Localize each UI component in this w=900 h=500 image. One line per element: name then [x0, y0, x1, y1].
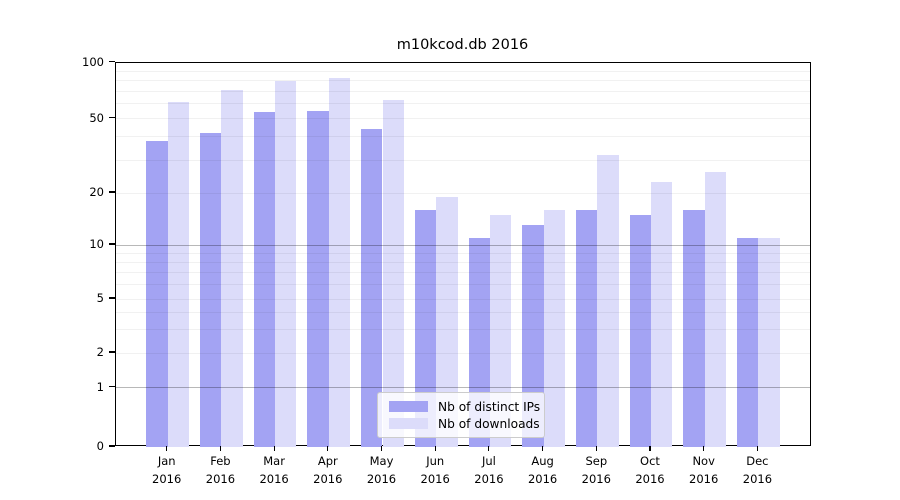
gridline-minor-8 — [115, 261, 810, 263]
gridline-minor-80 — [115, 80, 810, 82]
gridline-minor-60 — [115, 103, 810, 105]
bar-distinct-ips-nov — [683, 209, 705, 447]
bar-downloads-dec — [758, 237, 780, 447]
bar-distinct-ips-feb — [200, 132, 222, 447]
bar-downloads-oct — [651, 181, 673, 447]
x-tick-mark-dec — [756, 446, 758, 451]
x-tick-label-nov: Nov 2016 — [689, 454, 719, 486]
y-tick-label-1: 1 — [96, 379, 104, 394]
gridline-minor-20 — [115, 192, 810, 194]
x-tick-label-may: May 2016 — [366, 454, 397, 486]
gridlines-layer — [115, 63, 810, 446]
bar-downloads-jan — [167, 102, 190, 447]
gridline-minor-50 — [115, 118, 810, 119]
bar-distinct-ips-oct — [629, 214, 651, 447]
bar-downloads-apr — [328, 77, 351, 447]
chart-title: m10kcod.db 2016 — [396, 37, 529, 53]
gridline-minor-70 — [115, 90, 810, 92]
bar-distinct-ips-sep — [575, 209, 598, 447]
x-tick-mark-may — [380, 446, 383, 451]
legend-label-distinct-ips: Nb of distinct IPs — [438, 399, 541, 414]
bar-downloads-feb — [221, 90, 243, 447]
gridline-minor-7 — [115, 272, 810, 274]
plot-area — [114, 61, 811, 447]
bar-downloads-nov — [704, 171, 727, 447]
gridline-minor-90 — [115, 70, 810, 72]
bar-downloads-mar — [275, 80, 297, 447]
x-tick-mark-sep — [595, 446, 597, 451]
x-tick-label-oct: Oct 2016 — [635, 454, 665, 486]
x-tick-mark-jul — [488, 446, 490, 451]
x-tick-label-jan: Jan 2016 — [152, 454, 182, 486]
bar-downloads-sep — [597, 154, 619, 447]
legend-entry-distinct-ips: Nb of distinct IPs — [389, 399, 540, 415]
legend: Nb of distinct IPs Nb of downloads — [377, 391, 545, 438]
x-tick-mark-feb — [219, 446, 221, 451]
legend-swatch-distinct-ips — [389, 401, 428, 412]
y-tick-mark-100 — [109, 60, 115, 63]
gridline-minor-5 — [115, 298, 810, 300]
gridline-major-1 — [115, 387, 810, 388]
legend-swatch-downloads — [389, 418, 428, 429]
y-tick-mark-2 — [109, 351, 115, 353]
bar-downloads-aug — [543, 209, 565, 447]
bar-distinct-ips-jan — [146, 140, 168, 447]
gridline-minor-4 — [115, 311, 810, 313]
y-tick-label-0: 0 — [96, 439, 104, 453]
gridline-minor-2 — [115, 352, 810, 354]
y-tick-mark-5 — [109, 297, 115, 299]
gridline-major-10 — [115, 244, 810, 246]
legend-label-downloads: Nb of downloads — [438, 416, 540, 431]
x-tick-mark-mar — [273, 446, 275, 451]
x-tick-label-mar: Mar 2016 — [259, 454, 289, 486]
x-tick-label-aug: Aug 2016 — [527, 454, 558, 486]
x-tick-mark-nov — [703, 446, 705, 451]
x-tick-mark-jan — [166, 446, 168, 451]
x-tick-mark-apr — [327, 446, 329, 451]
x-tick-mark-oct — [649, 446, 651, 451]
y-tick-label-20: 20 — [89, 185, 104, 199]
y-tick-mark-1 — [109, 385, 115, 388]
bar-distinct-ips-dec — [737, 237, 759, 447]
x-tick-mark-jun — [434, 446, 436, 451]
y-tick-mark-0 — [109, 445, 115, 447]
gridline-minor-40 — [115, 136, 810, 138]
x-tick-label-sep: Sep 2016 — [581, 454, 611, 486]
gridline-minor-3 — [115, 328, 810, 330]
gridline-minor-30 — [115, 159, 810, 161]
x-tick-label-feb: Feb 2016 — [205, 454, 236, 486]
legend-entry-downloads: Nb of downloads — [389, 416, 540, 432]
x-tick-mark-aug — [542, 446, 544, 451]
y-tick-mark-10 — [109, 243, 115, 245]
y-tick-label-2: 2 — [96, 345, 104, 359]
y-tick-mark-50 — [109, 116, 115, 119]
gridline-minor-9 — [115, 252, 810, 254]
y-tick-label-5: 5 — [96, 291, 104, 305]
y-tick-label-100: 100 — [82, 54, 104, 69]
x-tick-label-dec: Dec 2016 — [742, 454, 773, 486]
y-tick-mark-20 — [109, 191, 115, 193]
bar-distinct-ips-apr — [307, 110, 329, 447]
gridline-minor-6 — [115, 284, 810, 286]
x-tick-label-jun: Jun 2016 — [420, 454, 450, 486]
bars-layer — [116, 63, 811, 447]
y-tick-label-10: 10 — [89, 237, 104, 251]
bar-distinct-ips-mar — [253, 112, 276, 447]
x-tick-label-apr: Apr 2016 — [313, 454, 343, 486]
y-tick-label-50: 50 — [89, 110, 104, 125]
x-tick-label-jul: Jul 2016 — [474, 454, 504, 486]
